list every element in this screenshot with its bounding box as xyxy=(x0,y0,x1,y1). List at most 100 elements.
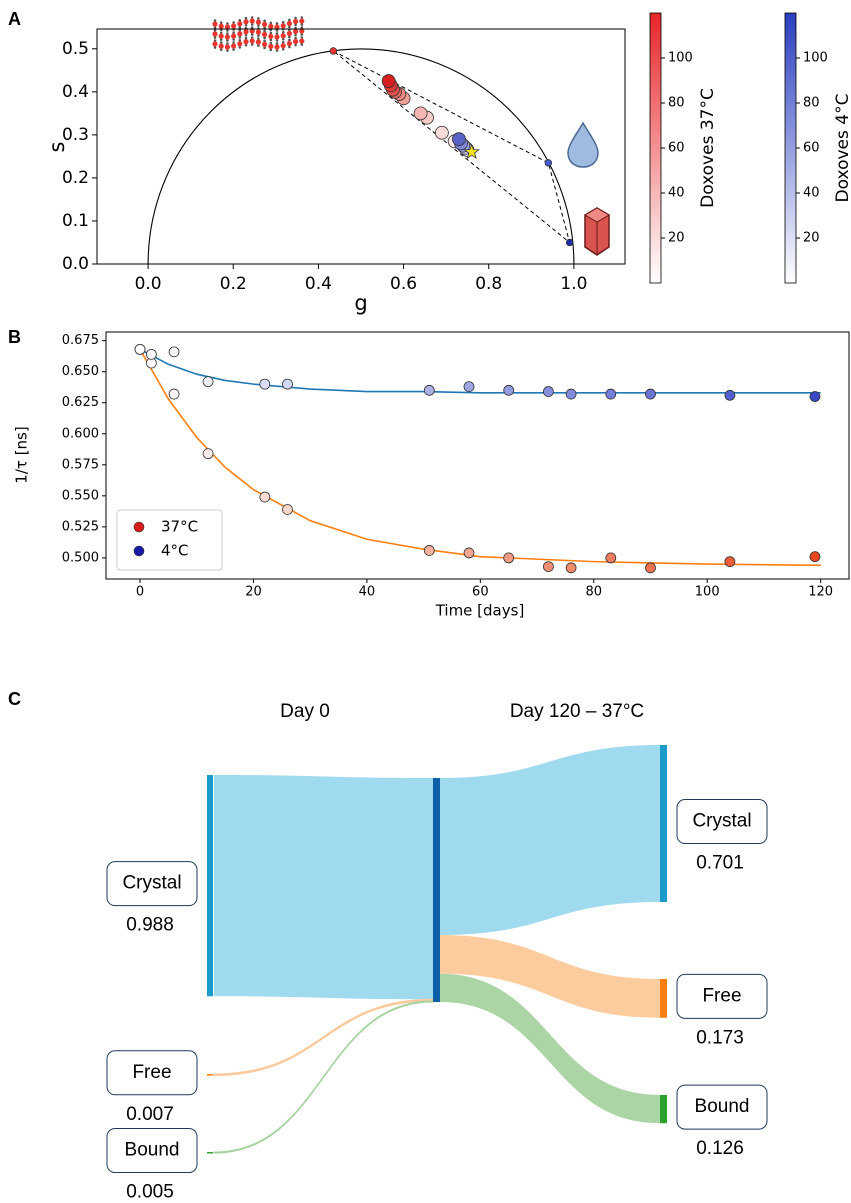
colorbar-label: Doxoves 37°C xyxy=(698,88,718,208)
colorbar xyxy=(649,12,662,284)
node-box xyxy=(106,1128,198,1174)
legend-label: 37°C xyxy=(161,518,198,536)
crystal-icon xyxy=(584,207,610,256)
y-tick-label: 0.550 xyxy=(62,488,99,503)
y-tick-label: 0.525 xyxy=(62,519,99,534)
membrane-icon xyxy=(212,16,305,52)
data-point xyxy=(282,504,293,515)
node-box xyxy=(676,1084,768,1130)
data-point xyxy=(423,384,435,396)
x-tick-label: 40 xyxy=(359,585,376,600)
flow xyxy=(440,973,660,1124)
data-point xyxy=(423,545,435,556)
node-label: Crystal xyxy=(692,811,751,832)
star-point xyxy=(463,143,481,160)
node xyxy=(207,1074,213,1076)
colorbar xyxy=(784,12,797,284)
y-tick-label: 0.5 xyxy=(62,39,89,59)
data-point xyxy=(145,348,157,360)
x-tick-label: 0.2 xyxy=(220,274,247,294)
y-tick-label: 0.675 xyxy=(62,333,99,348)
node-value: 0.126 xyxy=(696,1138,744,1159)
flow xyxy=(213,998,434,1077)
x-tick-label: 0.6 xyxy=(390,274,417,294)
node-box xyxy=(676,799,768,845)
data-point xyxy=(645,388,656,400)
node xyxy=(207,775,213,997)
node xyxy=(660,1095,667,1124)
column-label: Day 120 – 37°C xyxy=(510,701,644,722)
colorbar-tick-label: 60 xyxy=(803,141,820,156)
x-tick-label: 20 xyxy=(245,585,262,600)
data-point xyxy=(381,74,396,88)
y-tick-label: 0.1 xyxy=(62,211,89,231)
data-point xyxy=(565,562,577,574)
data-point xyxy=(503,552,515,564)
data-point xyxy=(809,391,821,402)
y-axis-label: 1/τ [ns] xyxy=(13,426,31,483)
colorbar-tick-label: 20 xyxy=(803,231,820,246)
data-point xyxy=(202,376,214,388)
legend-label: 4°C xyxy=(161,542,189,560)
plot-frame xyxy=(96,28,626,265)
x-tick-label: 0.0 xyxy=(135,274,162,294)
colorbar-tick-label: 100 xyxy=(668,51,693,66)
x-tick-label: 0.4 xyxy=(305,274,332,294)
data-point xyxy=(565,388,577,400)
colorbar-label: Doxoves 4°C xyxy=(833,94,851,203)
colorbar-tick-label: 40 xyxy=(803,186,820,201)
data-point xyxy=(542,386,554,397)
colorbar-tick-label: 80 xyxy=(803,96,820,111)
data-point xyxy=(259,378,271,390)
node-label: Free xyxy=(132,1062,171,1083)
colorbar-tick-label: 60 xyxy=(668,141,685,156)
plot-frame xyxy=(105,331,850,580)
colorbar-tick-label: 80 xyxy=(668,96,685,111)
node xyxy=(660,979,667,1018)
node-value: 0.988 xyxy=(126,915,174,936)
node-value: 0.701 xyxy=(696,853,744,874)
data-point xyxy=(259,491,271,503)
data-point xyxy=(724,556,736,568)
node xyxy=(660,745,667,903)
legend-marker xyxy=(133,521,145,533)
data-point xyxy=(168,388,180,400)
y-tick-label: 0.2 xyxy=(62,168,89,188)
node-label: Bound xyxy=(695,1096,750,1117)
y-tick-label: 0.0 xyxy=(62,254,89,274)
y-tick-label: 0.3 xyxy=(62,125,89,145)
y-tick-label: 0.4 xyxy=(62,82,89,102)
flow xyxy=(440,745,660,936)
y-tick-label: 0.500 xyxy=(62,550,99,565)
fit-line xyxy=(139,348,821,567)
data-point xyxy=(202,448,214,460)
data-point xyxy=(605,388,617,400)
data-point xyxy=(463,547,475,559)
flow xyxy=(213,1000,434,1154)
middle-node xyxy=(433,778,440,1002)
data-point xyxy=(134,343,146,355)
node-value: 0.007 xyxy=(126,1104,174,1125)
data-point xyxy=(282,378,293,390)
colorbar-tick-label: 40 xyxy=(668,186,685,201)
node-box xyxy=(106,1050,198,1096)
data-point xyxy=(542,561,554,572)
data-point xyxy=(503,384,515,396)
data-point xyxy=(605,552,617,564)
y-tick-label: 0.575 xyxy=(62,457,99,472)
node-value: 0.005 xyxy=(126,1182,174,1203)
x-tick-label: 120 xyxy=(808,585,833,600)
panel-letter: B xyxy=(8,327,21,347)
y-tick-label: 0.600 xyxy=(62,426,99,441)
node-box xyxy=(106,861,198,907)
x-tick-label: 0 xyxy=(136,585,144,600)
column-label: Day 0 xyxy=(280,701,330,722)
node xyxy=(207,1152,213,1154)
data-point xyxy=(724,389,736,401)
data-point xyxy=(463,381,475,393)
node-label: Crystal xyxy=(122,873,181,894)
x-axis-label: Time [days] xyxy=(435,602,525,620)
y-tick-label: 0.650 xyxy=(62,364,99,379)
data-point xyxy=(329,47,338,55)
